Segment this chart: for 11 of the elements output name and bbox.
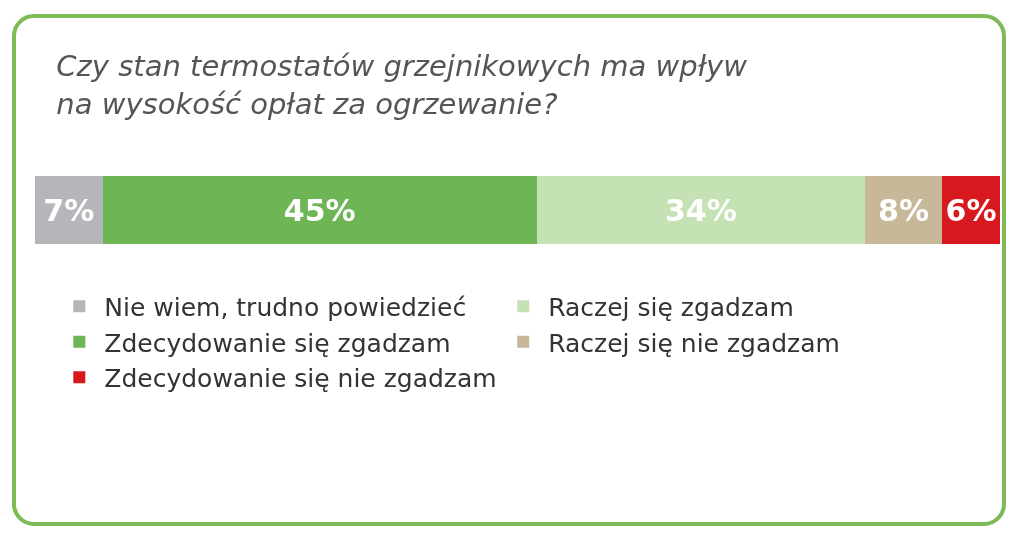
data-label: 8% [878, 192, 929, 228]
data-label: 45% [283, 192, 356, 228]
legend-label: Zdecydowanie się nie zgadzam [104, 364, 497, 393]
data-label: 34% [664, 192, 737, 228]
legend-label: Zdecydowanie się zgadzam [104, 328, 451, 358]
chart-title: Czy stan termostatów grzejnikowych ma wpływ na wysokość opłat za ogrzewanie? [56, 49, 748, 121]
legend-label: Raczej się nie zgadzam [548, 328, 840, 358]
legend-label: Raczej się zgadzam [548, 293, 794, 322]
legend-label: Nie wiem, trudno powiedzieć [104, 293, 467, 322]
data-label: 7% [43, 192, 95, 228]
data-label: 6% [945, 192, 997, 228]
